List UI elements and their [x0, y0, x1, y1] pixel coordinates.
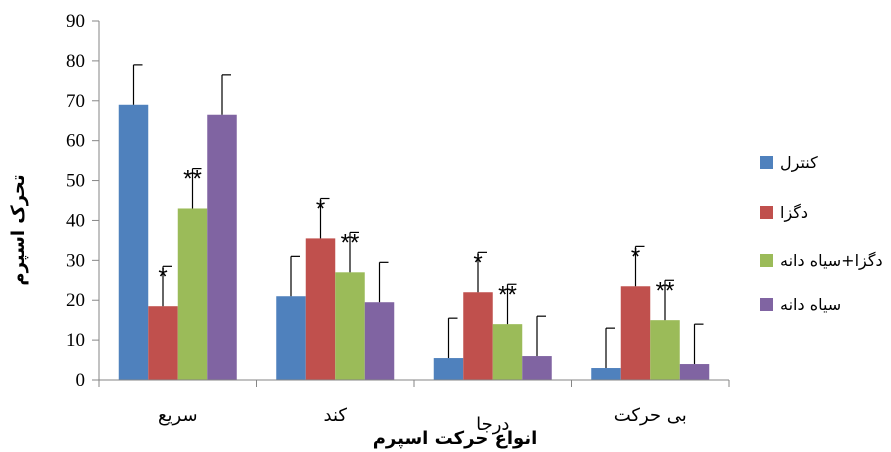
- x-category-label: سریع: [158, 405, 198, 426]
- significance-marker: **: [498, 281, 517, 308]
- bar: [276, 296, 306, 380]
- bars: *** ******* **: [118, 64, 710, 381]
- significance-marker: *: [631, 243, 640, 270]
- legend-swatch: [760, 206, 773, 219]
- y-tick-label: 50: [66, 171, 85, 192]
- x-category-label: بی حرکت: [614, 405, 687, 426]
- x-category-label: کند: [324, 405, 348, 426]
- legend-label: کنترل: [780, 153, 818, 173]
- legend: کنترل دگزا دگزا+سیاه دانه سیاه دانه: [760, 153, 883, 314]
- legend-swatch: [760, 298, 773, 311]
- axes: [98, 21, 730, 387]
- significance-marker: *: [316, 196, 325, 223]
- bar: [335, 272, 365, 380]
- x-axis-title: انواع حرکت اسپرم: [373, 428, 538, 449]
- x-category-label: درجا: [476, 414, 509, 435]
- bar: [364, 302, 395, 380]
- bar: [620, 286, 651, 380]
- bar: [305, 238, 336, 380]
- significance-marker: **: [656, 277, 675, 304]
- y-tick-label: 70: [66, 91, 85, 112]
- bar: [433, 358, 464, 380]
- y-axis-ticks: 0 10 20 30 40 50 60 70 80 90: [66, 11, 99, 391]
- y-tick-label: 0: [76, 370, 86, 391]
- bar: [207, 114, 237, 380]
- significance-marker: *: [158, 263, 167, 290]
- x-axis-categories: سریع کند درجا بی حرکت: [158, 405, 687, 435]
- bar: [492, 324, 523, 380]
- y-tick-label: 10: [66, 330, 85, 351]
- bar: [148, 306, 178, 380]
- y-tick-label: 30: [66, 250, 85, 271]
- y-tick-label: 40: [66, 210, 85, 231]
- legend-swatch: [760, 156, 773, 169]
- legend-label: دگزا+سیاه دانه: [780, 251, 883, 271]
- bar: [463, 292, 493, 380]
- bar: [177, 208, 208, 380]
- legend-label: دگزا: [780, 203, 808, 223]
- legend-label: سیاه دانه: [780, 295, 841, 314]
- y-tick-label: 80: [66, 51, 85, 72]
- bar: [118, 104, 149, 381]
- legend-swatch: [760, 254, 773, 267]
- bar: [591, 368, 621, 380]
- significance-marker: *: [473, 249, 482, 276]
- bar: [522, 356, 552, 380]
- y-tick-label: 90: [66, 11, 85, 32]
- significance-marker: **: [183, 166, 202, 193]
- y-axis-title: تحرک اسپرم: [8, 174, 29, 285]
- significance-marker: **: [341, 229, 360, 256]
- bar: [650, 320, 680, 380]
- y-tick-label: 60: [66, 131, 85, 152]
- bar: [679, 364, 710, 380]
- y-tick-label: 20: [66, 290, 85, 311]
